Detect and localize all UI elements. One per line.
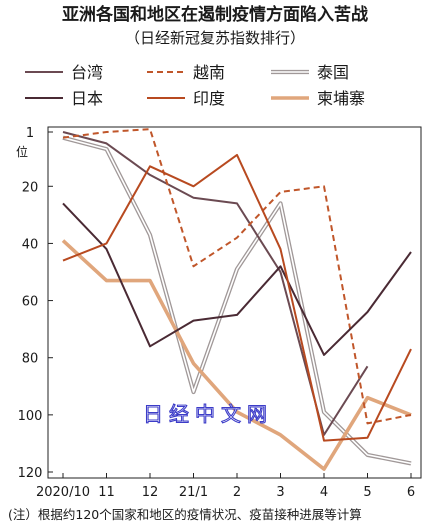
series-layer: [61, 128, 412, 471]
x-tick-label: 2020/10: [36, 485, 90, 500]
legend-label: 印度: [193, 89, 225, 108]
footnote: (注）根据约120个国家和地区的疫情状况、疫苗接种进展等计算: [8, 507, 362, 522]
legend-item: 柬埔寨: [271, 89, 365, 108]
y-tick-label: 80: [22, 352, 39, 367]
x-tick-label: 5: [363, 485, 371, 500]
y-tick-label: 120: [18, 466, 43, 481]
y-tick-label: 40: [22, 237, 39, 252]
y-axis-unit: 位: [16, 144, 28, 159]
legend-label: 台湾: [71, 63, 103, 82]
y-tick-label: 20: [22, 180, 39, 195]
chart-title: 亚洲各国和地区在遏制疫情方面陷入苦战: [62, 4, 368, 25]
legend-label: 日本: [71, 89, 103, 108]
series-2: [62, 128, 412, 425]
legend-label: 柬埔寨: [317, 89, 365, 108]
y-tick-label: 100: [18, 409, 43, 424]
series-5: [62, 153, 412, 442]
series-3: [62, 135, 412, 466]
x-tick-label: 11: [98, 485, 115, 500]
series-line-inner: [62, 136, 412, 465]
series-line: [62, 128, 412, 425]
legend-item: 泰国: [271, 63, 349, 82]
watermark: 日经中文网: [143, 402, 273, 426]
legend-item: 台湾: [25, 63, 103, 82]
series-line: [62, 202, 412, 356]
x-tick-label: 12: [142, 485, 159, 500]
x-tick-label: 21/1: [179, 485, 208, 500]
legend-label: 越南: [193, 63, 225, 82]
y-tick-label: 60: [22, 295, 39, 310]
series-4: [62, 202, 412, 356]
y-tick-label: 1: [26, 126, 34, 141]
legend-item: 印度: [147, 89, 225, 108]
x-tick-label: 4: [320, 485, 328, 500]
x-tick-label: 2: [233, 485, 241, 500]
x-tick-label: 3: [276, 485, 284, 500]
chart-subtitle: （日经新冠复苏指数排行）: [125, 29, 305, 47]
plot-frame: [47, 126, 422, 479]
legend-item: 日本: [25, 89, 103, 108]
x-axis: 2020/10 11 12 21/1 2 3 4 5 6: [36, 473, 415, 500]
legend-item: 越南: [147, 63, 225, 82]
legend-label: 泰国: [317, 63, 349, 82]
x-tick-label: 6: [407, 485, 415, 500]
series-line: [62, 153, 412, 442]
